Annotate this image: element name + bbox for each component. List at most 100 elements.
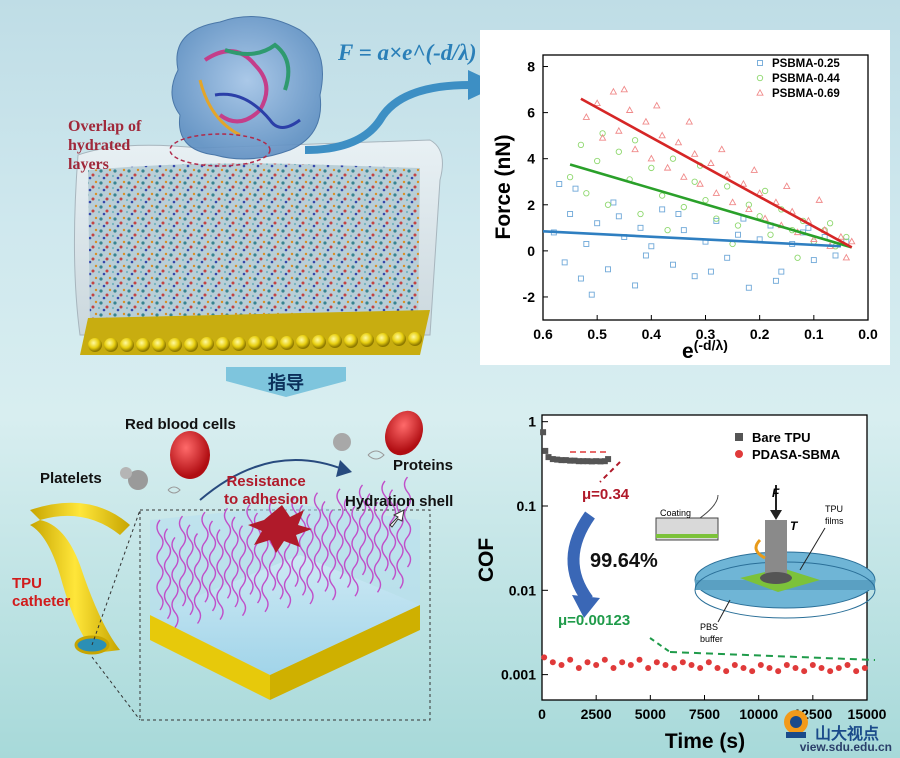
cof-data-point xyxy=(549,456,556,463)
force-legend-label: PSBMA-0.44 xyxy=(772,73,840,85)
cof-data-point xyxy=(740,664,747,671)
cof-data-point xyxy=(571,457,578,464)
cof-data-point xyxy=(792,664,799,671)
force-legend-marker xyxy=(756,88,764,96)
polymer-brush-chain xyxy=(231,516,239,608)
cof-data-point xyxy=(542,447,549,454)
polymer-brush-chain xyxy=(321,500,329,592)
cof-data-point xyxy=(567,656,574,663)
force-data-point xyxy=(659,206,666,213)
cof-legend-label: PDASA-SBMA xyxy=(752,447,841,462)
force-data-point xyxy=(556,181,563,187)
force-data-point xyxy=(632,282,639,289)
force-data-point xyxy=(583,241,590,247)
cof-data-point xyxy=(545,454,552,461)
cof-legend-marker xyxy=(735,433,743,441)
force-data-point xyxy=(745,284,752,291)
decay-equation-text: F = a×e^(-d/λ) xyxy=(338,40,477,65)
force-data-point xyxy=(675,211,682,217)
force-x-tick-label: 0.6 xyxy=(533,326,553,342)
force-data-point xyxy=(583,190,590,197)
resistance-arc xyxy=(199,459,346,501)
cof-data-point xyxy=(714,664,721,671)
force-data-point xyxy=(631,145,639,153)
cof-data-point xyxy=(723,668,730,675)
force-data-point xyxy=(767,231,774,238)
force-data-point xyxy=(691,178,698,185)
cof-data-point xyxy=(541,654,548,661)
cof-data-point xyxy=(601,656,608,663)
cof-x-tick-label: 5000 xyxy=(635,706,666,722)
cof-x-tick-label: 10000 xyxy=(739,706,778,722)
force-data-point xyxy=(594,157,601,165)
force-data-point xyxy=(712,189,721,196)
force-x-tick-label: 0.5 xyxy=(587,326,607,342)
mu-coated-annotation: μ=0.00123 xyxy=(558,612,630,629)
polymer-brush-chain xyxy=(351,505,359,597)
polymer-brush-chain xyxy=(186,524,194,616)
cof-y-tick-label: 0.01 xyxy=(509,582,536,598)
cof-data-point xyxy=(588,458,595,465)
force-data-point xyxy=(567,211,574,217)
cof-data-point xyxy=(679,659,686,666)
force-y-axis-label: Force (nN) xyxy=(492,135,515,240)
cof-data-point xyxy=(558,457,565,464)
cof-data-point xyxy=(853,668,860,675)
cof-x-tick-label: 0 xyxy=(538,706,546,722)
force-data-point xyxy=(680,173,688,180)
cof-data-point xyxy=(809,662,816,669)
force-data-point xyxy=(637,224,644,231)
cof-chart: 0 2500 5000 7500 10000 12500 150000.0010.010.1… xyxy=(475,414,887,753)
polymer-brush-chain xyxy=(216,529,224,621)
polymer-brush-chain xyxy=(201,511,209,603)
cof-data-point xyxy=(584,458,591,465)
force-data-point xyxy=(707,159,715,166)
cof-data-point xyxy=(697,664,704,671)
tpu-catheter-label-line-2: catheter xyxy=(12,593,71,610)
cof-data-point xyxy=(801,668,808,675)
force-data-point xyxy=(658,131,666,139)
cof-data-point xyxy=(861,664,868,671)
hydration-shell-arrow xyxy=(389,509,405,528)
force-data-point xyxy=(609,87,618,95)
force-x-tick-label: 0.3 xyxy=(696,326,716,342)
guide-banner-label: 指导 xyxy=(268,373,304,394)
force-data-point xyxy=(713,217,720,224)
inset-films-label-2: films xyxy=(825,516,844,526)
force-data-point xyxy=(598,133,607,141)
force-data-point xyxy=(745,205,753,213)
force-data-point xyxy=(648,164,655,172)
cof-y-tick-label: 0.1 xyxy=(517,498,537,514)
force-x-tick-label: 0.2 xyxy=(750,326,770,342)
red-blood-cell xyxy=(385,410,423,456)
force-data-point xyxy=(648,243,655,250)
cof-data-point xyxy=(749,668,756,675)
inset-coating-label: Coating xyxy=(660,508,691,518)
adhesion-burst xyxy=(248,505,312,553)
force-data-point xyxy=(615,126,623,134)
force-data-point xyxy=(670,261,676,268)
force-legend-label: PSBMA-0.25 xyxy=(772,58,840,70)
cof-data-point xyxy=(766,664,773,671)
platelet xyxy=(120,467,132,479)
force-data-point xyxy=(837,232,845,240)
force-y-tick-label: 6 xyxy=(527,105,535,121)
force-data-point xyxy=(620,85,629,93)
force-fit-line xyxy=(580,97,853,249)
cof-data-point xyxy=(636,656,643,663)
force-data-point xyxy=(663,163,672,171)
force-x-tick-label: 0.4 xyxy=(642,326,662,342)
force-data-point xyxy=(680,227,687,234)
polymer-brush-chain xyxy=(381,480,389,572)
cof-data-point xyxy=(844,662,851,669)
watermark-brand: 山大视点 xyxy=(815,724,880,743)
force-data-point xyxy=(577,141,585,149)
force-data-point xyxy=(794,254,801,261)
polymer-brush-chain xyxy=(358,484,367,576)
force-data-point xyxy=(685,117,694,125)
cof-data-point xyxy=(671,664,678,671)
cof-data-point xyxy=(653,659,660,666)
force-data-point xyxy=(750,166,759,173)
force-data-point xyxy=(713,215,720,222)
force-data-point xyxy=(631,137,639,144)
